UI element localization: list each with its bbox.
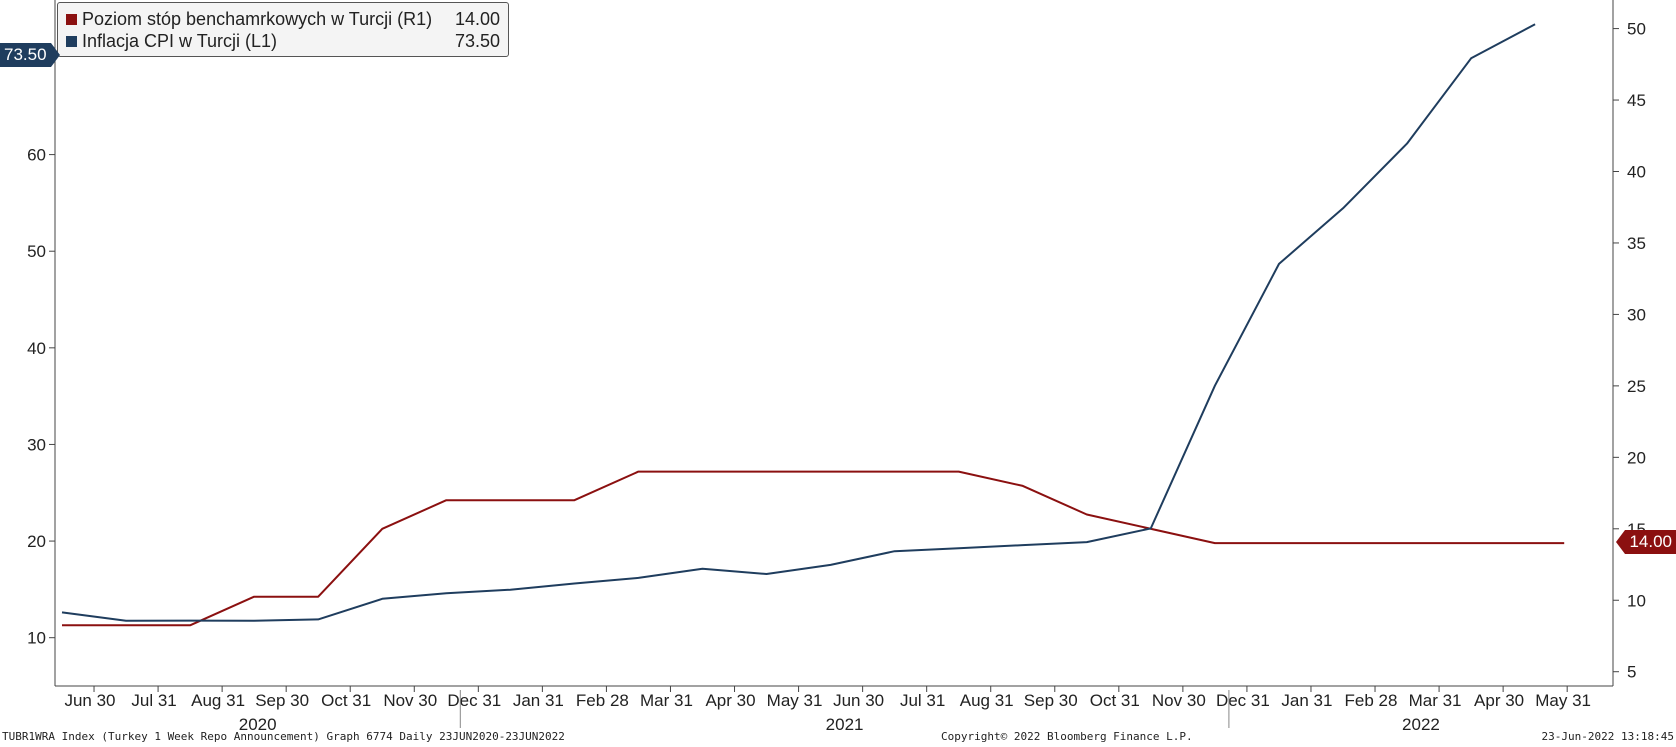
x-tick-label: Nov 30 (1152, 691, 1206, 710)
x-tick-label: Mar 31 (640, 691, 693, 710)
x-tick-label: Aug 31 (191, 691, 245, 710)
legend-swatch-rate (66, 14, 77, 25)
right-tick-label: 20 (1627, 448, 1646, 467)
legend-value-rate: 14.00 (454, 9, 500, 29)
x-tick-label: May 31 (767, 691, 823, 710)
left-tick-label: 10 (27, 629, 46, 648)
x-tick-label: Apr 30 (1474, 691, 1524, 710)
legend-item-cpi: Inflacja CPI w Turcji (L1) 73.50 (66, 30, 500, 52)
x-tick-label: Apr 30 (705, 691, 755, 710)
x-tick-label: Oct 31 (321, 691, 371, 710)
right-tick-label: 30 (1627, 305, 1646, 324)
last-value-callout-rate: 14.00 (1616, 530, 1676, 554)
x-tick-label: Jun 30 (64, 691, 115, 710)
x-tick-label: Jan 31 (1281, 691, 1332, 710)
series-layer (61, 23, 1565, 627)
right-tick-label: 45 (1627, 91, 1646, 110)
x-tick-label: Jul 31 (900, 691, 945, 710)
left-tick-label: 50 (27, 242, 46, 261)
right-tick-label: 35 (1627, 234, 1646, 253)
x-tick-label: Jul 31 (131, 691, 176, 710)
right-tick-label: 10 (1627, 591, 1646, 610)
x-tick-label: Feb 28 (576, 691, 629, 710)
legend-label-cpi: Inflacja CPI w Turcji (L1) (82, 31, 278, 51)
year-label: 2020 (239, 715, 277, 734)
year-label: 2022 (1402, 715, 1440, 734)
chart-frame (54, 0, 1614, 687)
right-tick-label: 25 (1627, 377, 1646, 396)
x-tick-label: Oct 31 (1090, 691, 1140, 710)
legend: Poziom stóp benchamrkowych w Turcji (R1)… (57, 2, 509, 57)
footer-copyright: Copyright© 2022 Bloomberg Finance L.P. (941, 730, 1193, 743)
year-label: 2021 (826, 715, 864, 734)
legend-value-cpi: 73.50 (454, 31, 500, 51)
x-tick-label: Nov 30 (383, 691, 437, 710)
x-tick-label: Feb 28 (1345, 691, 1398, 710)
x-tick-label: Sep 30 (1024, 691, 1078, 710)
right-axis: 5101520253035404550 (1613, 20, 1646, 682)
x-tick-label: Dec 31 (1216, 691, 1270, 710)
x-axis: Jun 30 Jul 31 Aug 31 Sep 30 Oct 31 Nov 30 Dec … (64, 686, 1591, 734)
right-tick-label: 50 (1627, 20, 1646, 39)
footer-timestamp: 23-Jun-2022 13:18:45 (1541, 730, 1674, 743)
x-tick-label: Mar 31 (1409, 691, 1462, 710)
legend-swatch-cpi (66, 36, 77, 47)
legend-item-rate: Poziom stóp benchamrkowych w Turcji (R1)… (66, 8, 500, 30)
legend-label-rate: Poziom stóp benchamrkowych w Turcji (R1) (82, 9, 433, 29)
x-tick-label: Sep 30 (255, 691, 309, 710)
left-tick-label: 40 (27, 339, 46, 358)
right-tick-label: 5 (1627, 663, 1636, 682)
x-tick-label: May 31 (1535, 691, 1591, 710)
left-tick-label: 30 (27, 435, 46, 454)
right-tick-label: 40 (1627, 163, 1646, 182)
series-line-rate (62, 470, 1565, 627)
left-tick-label: 60 (27, 146, 46, 165)
left-axis: 10203040506070 (27, 49, 55, 648)
footer-source: TUBR1WRA Index (Turkey 1 Week Repo Annou… (2, 730, 565, 743)
x-tick-label: Jun 30 (833, 691, 884, 710)
left-tick-label: 20 (27, 532, 46, 551)
x-tick-label: Jan 31 (513, 691, 564, 710)
series-line-cpi (61, 23, 1536, 622)
last-value-callout-cpi: 73.50 (0, 43, 60, 67)
x-tick-label: Dec 31 (447, 691, 501, 710)
x-tick-label: Aug 31 (960, 691, 1014, 710)
